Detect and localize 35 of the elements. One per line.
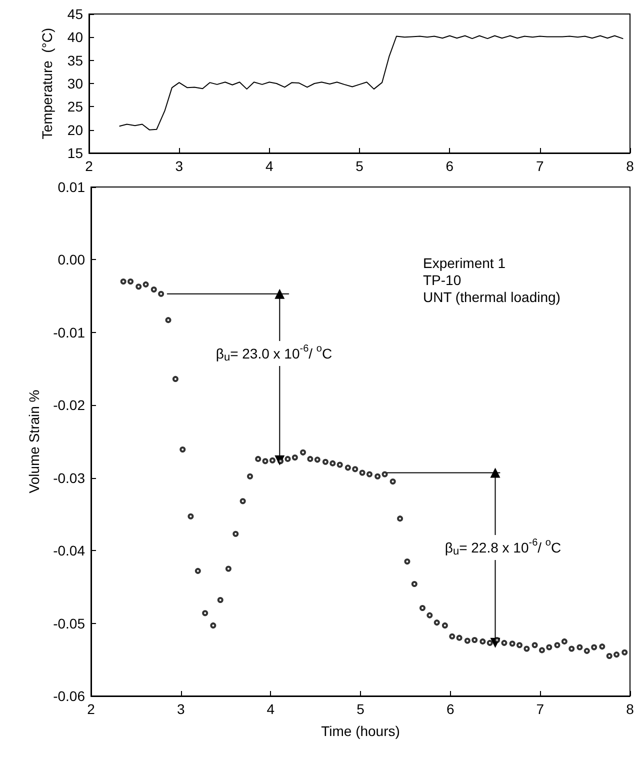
y-tick-label: 20: [67, 122, 84, 138]
y-tick-label: -0.01: [53, 324, 86, 340]
y-tick-label: 45: [67, 6, 84, 22]
y-tick-label: -0.05: [53, 615, 86, 632]
x-tick-label: 3: [176, 701, 185, 717]
y-axis-title: Volume Strain %: [26, 390, 42, 494]
y-tick-label: -0.02: [53, 397, 86, 414]
x-tick-label: 7: [536, 701, 544, 717]
y-axis-title: Temperature (°C): [39, 28, 55, 140]
x-tick-label: 4: [265, 158, 274, 174]
y-tick-label: 0.01: [58, 179, 86, 195]
y-tick-label: 15: [67, 145, 84, 161]
x-tick-label: 5: [356, 701, 365, 717]
y-tick-label: 30: [67, 76, 84, 92]
x-tick-label: 4: [266, 701, 275, 717]
x-axis-title: Time (hours): [321, 723, 400, 739]
x-tick-label: 5: [356, 158, 364, 174]
x-tick-label: 8: [626, 701, 634, 717]
annotation: UNT (thermal loading): [423, 289, 560, 305]
y-tick-label: -0.04: [53, 542, 86, 559]
x-tick-label: 3: [175, 158, 184, 174]
y-tick-label: 0.00: [58, 252, 86, 268]
annotation: TP-10: [423, 272, 462, 288]
y-tick-label: -0.03: [53, 470, 86, 486]
x-tick-label: 2: [85, 158, 94, 174]
y-tick-label: 25: [67, 98, 84, 115]
x-tick-label: 6: [446, 158, 454, 174]
y-tick-label: 35: [67, 52, 84, 68]
y-tick-label: -0.06: [53, 688, 86, 704]
annotation: Experiment 1: [423, 255, 506, 271]
x-tick-label: 6: [446, 701, 454, 717]
x-tick-label: 7: [536, 158, 544, 174]
x-tick-label: 8: [626, 158, 634, 174]
y-tick-label: 40: [67, 29, 84, 46]
x-tick-label: 2: [87, 701, 96, 717]
